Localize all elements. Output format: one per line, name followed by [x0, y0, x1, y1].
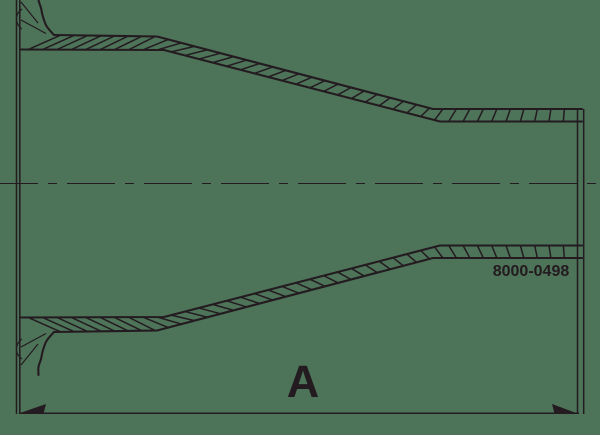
- svg-text:A: A: [287, 356, 320, 407]
- svg-text:8000-0498: 8000-0498: [493, 263, 570, 280]
